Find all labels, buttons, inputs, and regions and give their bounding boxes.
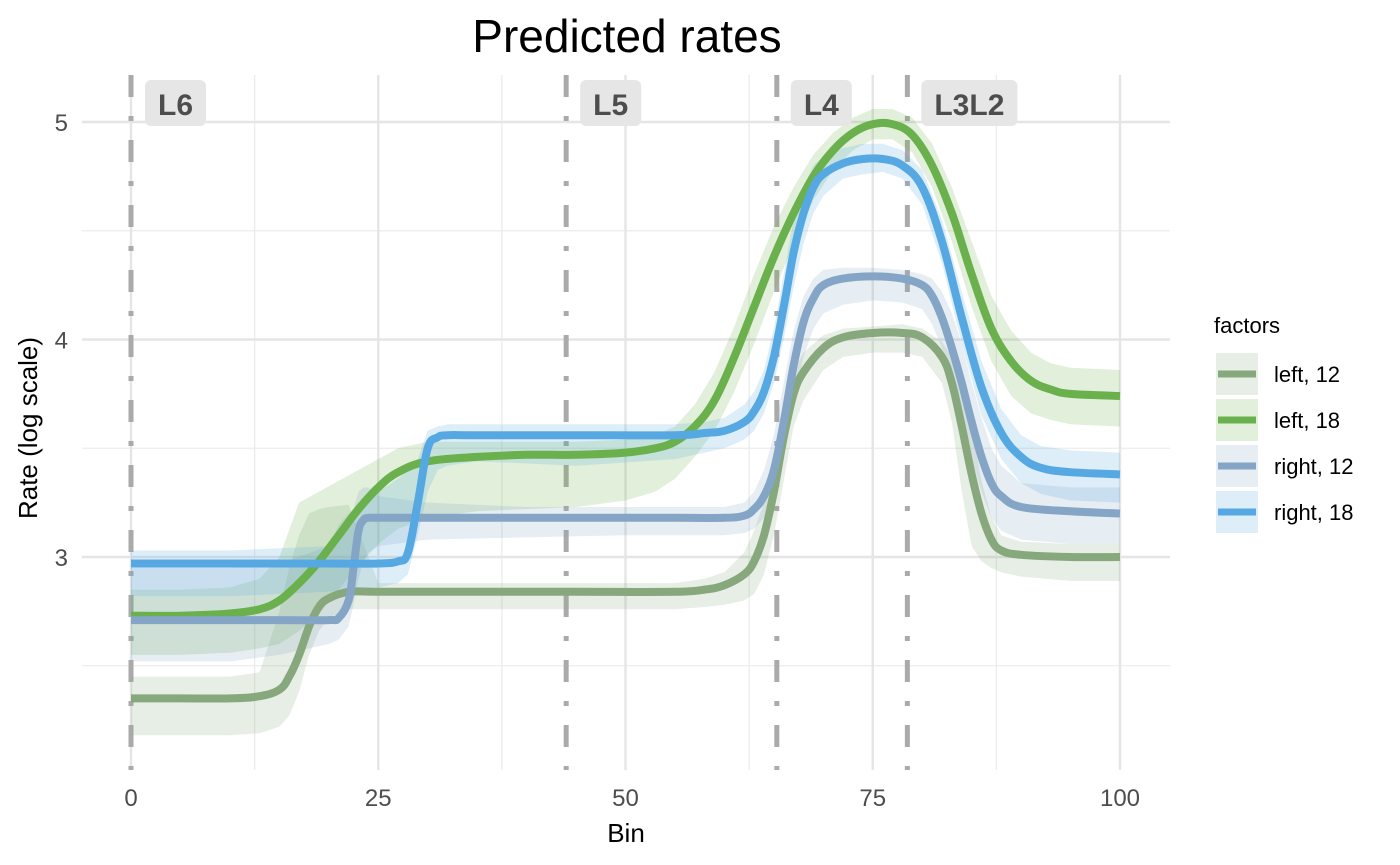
x-tick-label: 75 [859, 785, 886, 812]
line-left-12 [130, 328, 1121, 703]
y-tick-label: 3 [55, 545, 68, 572]
region-label-text: L4 [804, 89, 839, 122]
x-tick-label: 100 [1100, 785, 1140, 812]
chart-title: Predicted rates [472, 10, 781, 62]
ribbon-right-18 [131, 143, 1120, 597]
legend-item: left, 12 [1216, 353, 1340, 395]
region-label-l5: L5 [580, 80, 642, 126]
legend-label: left, 18 [1274, 408, 1340, 433]
legend: factors left, 12 left, 18 right, 12 right, … [1214, 313, 1354, 533]
legend-label: right, 18 [1274, 500, 1354, 525]
legend-item: right, 12 [1216, 445, 1354, 487]
line-right-18 [130, 154, 1121, 568]
legend-label: left, 12 [1274, 362, 1340, 387]
legend-label: right, 12 [1274, 454, 1354, 479]
region-label-text: L3L2 [934, 89, 1004, 122]
region-label-text: L5 [593, 89, 628, 122]
ribbon-left-12 [131, 324, 1120, 736]
y-tick-label: 4 [55, 328, 68, 355]
x-axis-label: Bin [607, 818, 645, 848]
line-right-12 [130, 272, 1121, 625]
line-left-18 [130, 118, 1121, 620]
region-label-l4: L4 [790, 80, 852, 126]
legend-item: left, 18 [1216, 399, 1340, 441]
region-label-l3l2: L3L2 [921, 80, 1018, 126]
x-axis-ticks: 0 25 50 75 100 [124, 785, 1140, 812]
region-label-text: L6 [158, 89, 193, 122]
region-label-background [145, 80, 207, 126]
y-axis-ticks: 3 4 5 [55, 110, 68, 572]
y-axis-label: Rate (log scale) [13, 337, 43, 519]
x-tick-label: 25 [365, 785, 392, 812]
region-label-background [790, 80, 852, 126]
legend-title: factors [1214, 313, 1280, 338]
region-label-l6: L6 [145, 80, 207, 126]
region-label-background [580, 80, 642, 126]
region-label-background [921, 80, 1018, 126]
series-lines [130, 118, 1121, 703]
region-labels: L6 L5 L4 L3L2 [145, 80, 1018, 126]
legend-item: right, 18 [1216, 491, 1354, 533]
x-tick-label: 50 [612, 785, 639, 812]
x-tick-label: 0 [124, 785, 137, 812]
y-tick-label: 5 [55, 110, 68, 137]
